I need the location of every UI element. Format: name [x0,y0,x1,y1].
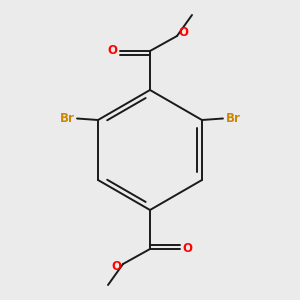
Text: O: O [178,26,189,40]
Text: O: O [111,260,122,274]
Text: O: O [107,44,118,58]
Text: Br: Br [225,112,240,125]
Text: O: O [182,242,193,256]
Text: Br: Br [60,112,75,125]
